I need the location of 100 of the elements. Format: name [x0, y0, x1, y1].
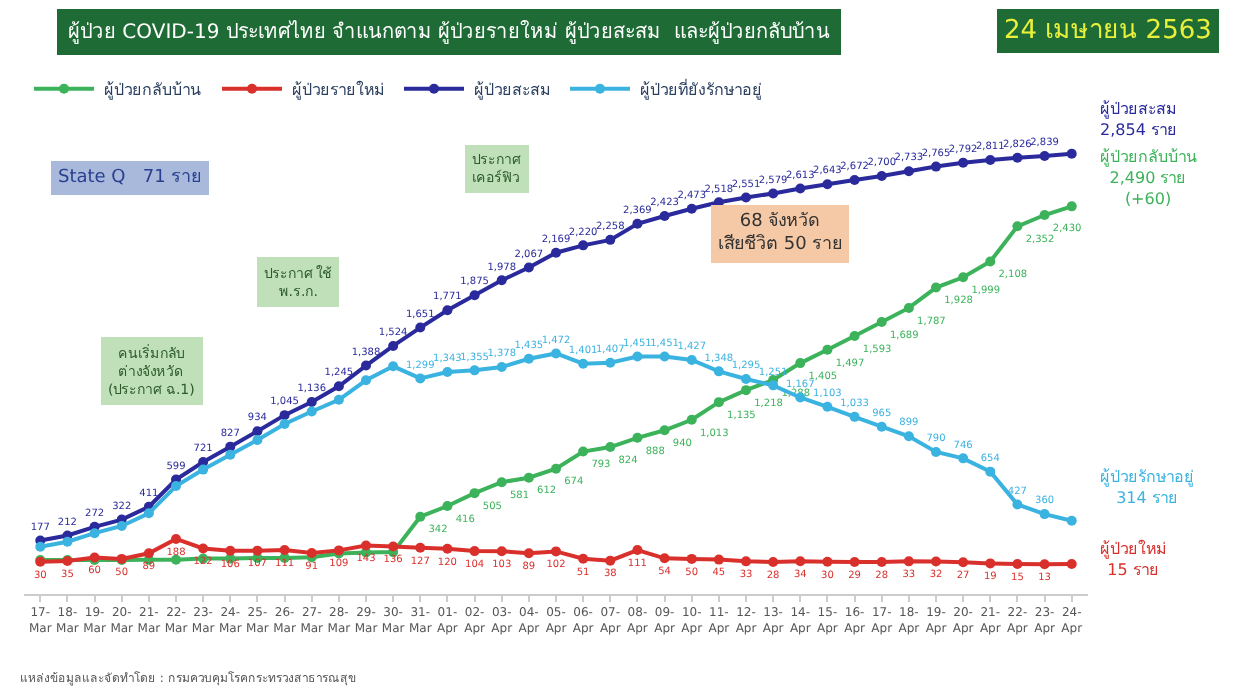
- point: [1012, 499, 1023, 510]
- point: [686, 553, 697, 564]
- point: [1066, 515, 1077, 526]
- point: [958, 272, 969, 283]
- point: [903, 556, 914, 567]
- point: [442, 367, 453, 378]
- point: [849, 556, 860, 567]
- point: [523, 353, 534, 364]
- chart-title: ผู้ป่วย COVID-19 ประเทศไทย จำแนกตาม ผู้ป่วยรายใหม่ ผู้ป่วยสะสม และผู้ป่วยกลับบ้าน: [68, 20, 830, 44]
- point: [876, 421, 887, 432]
- point: [931, 282, 941, 293]
- point: [361, 360, 371, 371]
- point: [985, 558, 996, 569]
- point: [659, 351, 670, 362]
- point: [822, 556, 833, 567]
- point: [333, 381, 344, 392]
- point: [171, 481, 181, 492]
- point: [551, 348, 561, 359]
- point: [849, 411, 860, 422]
- point: [686, 203, 697, 214]
- point: [605, 442, 616, 453]
- point: [903, 431, 914, 442]
- point: [605, 234, 616, 245]
- point: [795, 183, 806, 194]
- point: [659, 211, 670, 222]
- point: [415, 373, 426, 384]
- point: [849, 175, 860, 186]
- point: [225, 449, 236, 460]
- text: ผู้ป่วยใหม่ 15 ราย: [1100, 540, 1166, 579]
- point: [523, 548, 534, 559]
- point: [35, 541, 46, 552]
- point: [659, 425, 670, 436]
- point: [578, 240, 589, 251]
- point: [741, 374, 751, 385]
- point: [388, 541, 399, 552]
- point: [795, 358, 806, 369]
- point: [469, 290, 480, 301]
- point: [551, 247, 561, 258]
- legend-label: ผู้ป่วยรายใหม่: [292, 80, 384, 101]
- point: [931, 446, 941, 457]
- point: [876, 557, 887, 568]
- point: [306, 406, 317, 417]
- annotation: 68 จังหวัด เสียชีวิต 50 ราย: [718, 212, 843, 256]
- point: [605, 555, 616, 566]
- point: [279, 418, 290, 429]
- point: [1066, 148, 1077, 159]
- point: [741, 556, 751, 567]
- point: [252, 434, 263, 445]
- point: [632, 351, 643, 362]
- legend-label: ผู้ป่วยสะสม: [474, 80, 550, 101]
- point: [496, 275, 507, 286]
- point: [1012, 558, 1023, 569]
- point: [849, 330, 860, 341]
- point: [89, 528, 100, 539]
- point: [985, 256, 996, 267]
- point: [415, 542, 426, 553]
- point: [171, 533, 181, 544]
- point: [903, 166, 914, 177]
- point: [279, 545, 290, 556]
- point: [686, 414, 697, 425]
- text: ผู้ป่วยสะสม 2,854 ราย: [1100, 100, 1177, 139]
- point: [686, 354, 697, 365]
- point: [578, 553, 589, 564]
- legend-label: ผู้ป่วยกลับบ้าน: [104, 80, 202, 101]
- point: [659, 553, 670, 564]
- point: [1066, 558, 1077, 569]
- point: [578, 358, 589, 369]
- point: [496, 362, 507, 373]
- point: [442, 305, 453, 316]
- point: [768, 557, 779, 568]
- point: [876, 317, 887, 328]
- point: [931, 161, 941, 172]
- point: [741, 385, 751, 396]
- point: [469, 365, 480, 376]
- point: [551, 463, 561, 474]
- point: [822, 344, 833, 355]
- point: [822, 401, 833, 412]
- point: [551, 546, 561, 557]
- point: [469, 546, 480, 557]
- point: [333, 394, 344, 405]
- point: [958, 453, 969, 464]
- point: [958, 157, 969, 168]
- point: [768, 380, 779, 391]
- point: [876, 171, 887, 181]
- point: [1039, 210, 1050, 221]
- point: [523, 262, 534, 273]
- point: [523, 472, 534, 483]
- point: [442, 501, 453, 512]
- point: [225, 545, 236, 556]
- point: [605, 357, 616, 368]
- point: [713, 366, 724, 377]
- point: [1066, 201, 1077, 212]
- point: [361, 375, 371, 386]
- point: [985, 154, 996, 165]
- point: [442, 543, 453, 554]
- point: [306, 396, 317, 407]
- point: [279, 410, 290, 421]
- point: [931, 556, 941, 567]
- point: [985, 466, 996, 477]
- point: [1039, 150, 1050, 161]
